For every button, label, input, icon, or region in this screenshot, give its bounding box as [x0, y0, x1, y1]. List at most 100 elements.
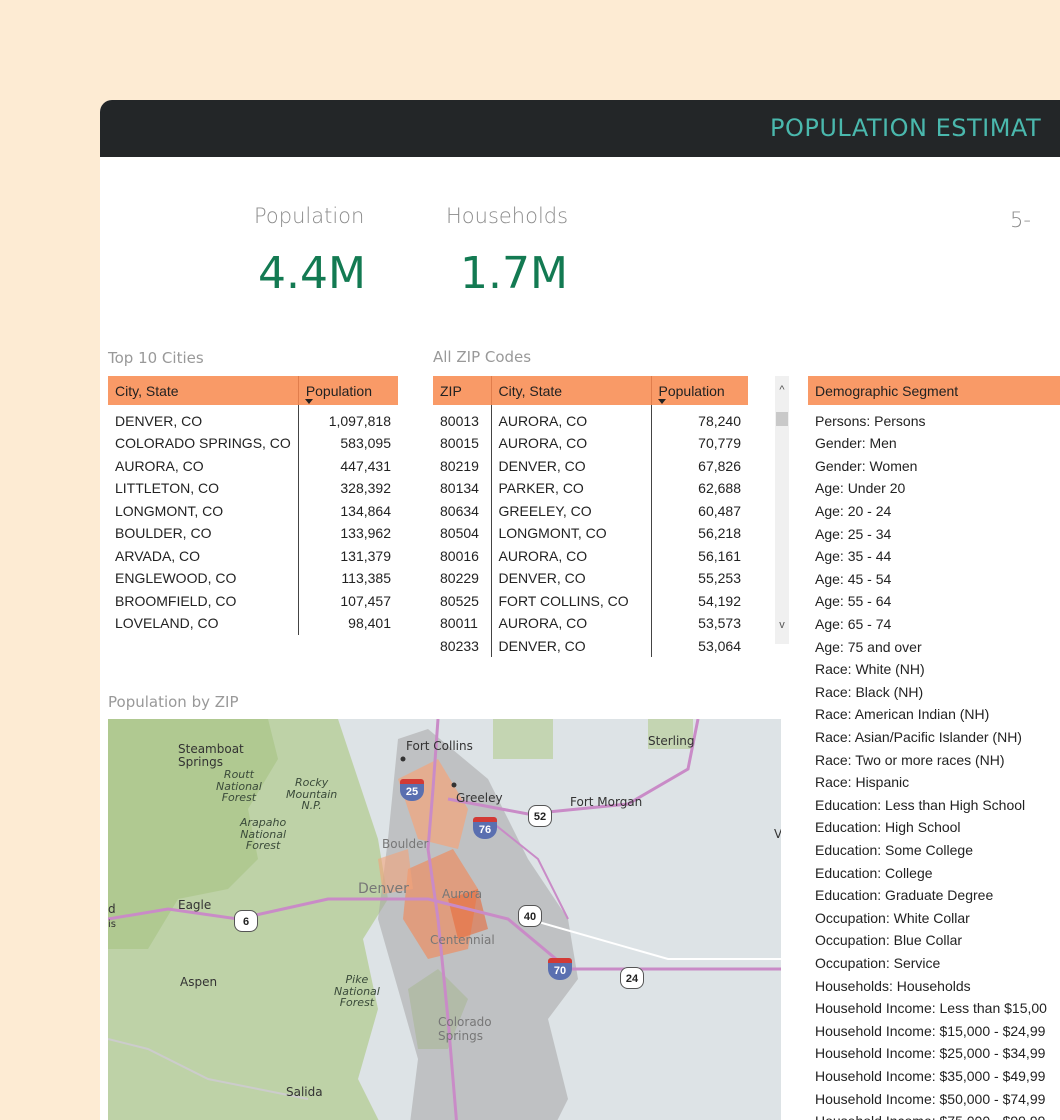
table-cell: Age: 55 - 64: [815, 593, 892, 610]
table-row[interactable]: Race: Black (NH): [808, 681, 1060, 704]
table-cell: Occupation: Blue Collar: [815, 932, 963, 949]
table-cell: Household Income: $50,000 - $74,99: [815, 1090, 1046, 1107]
table-row[interactable]: 80525 FORT COLLINS, CO 54,192: [433, 589, 748, 612]
table-row[interactable]: Persons: Persons: [808, 405, 1060, 432]
table-row[interactable]: LONGMONT, CO 134,864: [108, 499, 398, 522]
table-cell: Education: College: [815, 864, 933, 881]
table-row[interactable]: Household Income: $35,000 - $49,99: [808, 1065, 1060, 1088]
report-title: POPULATION ESTIMAT: [770, 114, 1042, 142]
column-header-city[interactable]: City, State: [491, 376, 652, 405]
column-header-population[interactable]: Population: [298, 376, 398, 405]
table-row[interactable]: Gender: Women: [808, 455, 1060, 478]
scroll-down-icon[interactable]: v: [779, 619, 785, 631]
table-cell: Age: 35 - 44: [815, 548, 892, 565]
table-row[interactable]: Education: High School: [808, 816, 1060, 839]
column-header-zip[interactable]: ZIP: [433, 376, 492, 405]
table-row[interactable]: Households: Households: [808, 974, 1060, 997]
scroll-up-icon[interactable]: ^: [779, 384, 785, 396]
zip-table-scrollbar[interactable]: ^ v: [775, 376, 789, 644]
column-header-population[interactable]: Population: [651, 376, 748, 405]
table-cell: Race: White (NH): [815, 661, 925, 678]
column-header-demographic-segment[interactable]: Demographic Segment: [808, 376, 1060, 405]
map-label-routt-forest: Routt National Forest: [216, 768, 262, 805]
population-map[interactable]: Steamboat Springs Routt National Forest Roc…: [108, 719, 781, 1120]
table-row[interactable]: AURORA, CO 447,431: [108, 454, 398, 477]
table-cell: ARVADA, CO: [108, 544, 299, 567]
zip-codes-title: All ZIP Codes: [433, 348, 532, 366]
table-cell: FORT COLLINS, CO: [491, 589, 652, 612]
table-row[interactable]: Occupation: White Collar: [808, 906, 1060, 929]
table-row[interactable]: 80016 AURORA, CO 56,161: [433, 544, 748, 567]
table-row[interactable]: Occupation: Blue Collar: [808, 929, 1060, 952]
scroll-thumb[interactable]: [776, 412, 788, 426]
table-cell: 447,431: [340, 457, 391, 474]
table-row[interactable]: Household Income: $50,000 - $74,99: [808, 1087, 1060, 1110]
map-label-edge-d: d: [108, 902, 116, 916]
table-row[interactable]: 80134 PARKER, CO 62,688: [433, 477, 748, 500]
table-row[interactable]: Race: Asian/Pacific Islander (NH): [808, 726, 1060, 749]
table-row[interactable]: ARVADA, CO 131,379: [108, 544, 398, 567]
us-40-shield: 40: [518, 905, 542, 927]
table-row[interactable]: Age: 45 - 54: [808, 568, 1060, 591]
table-cell: 1,097,818: [328, 412, 391, 429]
table-cell: 113,385: [341, 570, 391, 587]
table-cell: Gender: Men: [815, 435, 897, 452]
table-row[interactable]: 80011 AURORA, CO 53,573: [433, 612, 748, 635]
table-cell: Household Income: $25,000 - $34,99: [815, 1045, 1046, 1062]
table-row[interactable]: Age: Under 20: [808, 477, 1060, 500]
table-row[interactable]: 80634 GREELEY, CO 60,487: [433, 499, 748, 522]
map-label-rocky-mountain: Rocky Mountain N.P.: [286, 776, 338, 813]
table-cell: 133,962: [340, 525, 391, 542]
table-row[interactable]: 80229 DENVER, CO 55,253: [433, 567, 748, 590]
table-row[interactable]: Age: 65 - 74: [808, 613, 1060, 636]
table-cell: Race: Two or more races (NH): [815, 751, 1005, 768]
table-row[interactable]: Age: 55 - 64: [808, 590, 1060, 613]
table-cell: 70,779: [698, 435, 741, 452]
table-row[interactable]: Household Income: $75,000 - $99,99: [808, 1110, 1060, 1120]
table-row[interactable]: 80504 LONGMONT, CO 56,218: [433, 522, 748, 545]
table-row[interactable]: Household Income: Less than $15,00: [808, 997, 1060, 1020]
table-cell: 80233: [433, 634, 492, 657]
table-row[interactable]: Age: 20 - 24: [808, 500, 1060, 523]
table-row[interactable]: Education: College: [808, 861, 1060, 884]
table-cell: Education: Less than High School: [815, 796, 1026, 813]
table-cell: AURORA, CO: [491, 432, 652, 455]
table-cell: Age: Under 20: [815, 480, 906, 497]
table-cell: 53,064: [698, 637, 741, 654]
table-row[interactable]: COLORADO SPRINGS, CO 583,095: [108, 432, 398, 455]
table-row[interactable]: 80233 DENVER, CO 53,064: [433, 634, 748, 657]
table-row[interactable]: LOVELAND, CO 98,401: [108, 612, 398, 635]
table-row[interactable]: 80013 AURORA, CO 78,240: [433, 405, 748, 432]
table-row[interactable]: 80015 AURORA, CO 70,779: [433, 432, 748, 455]
table-row[interactable]: Age: 25 - 34: [808, 522, 1060, 545]
table-row[interactable]: Gender: Men: [808, 432, 1060, 455]
table-cell: Gender: Women: [815, 457, 918, 474]
table-row[interactable]: Race: White (NH): [808, 658, 1060, 681]
us-52-shield: 52: [528, 805, 552, 827]
table-cell: Age: 45 - 54: [815, 570, 892, 587]
table-row[interactable]: Age: 75 and over: [808, 635, 1060, 658]
table-row[interactable]: Occupation: Service: [808, 952, 1060, 975]
table-row[interactable]: Household Income: $15,000 - $24,99: [808, 1019, 1060, 1042]
table-row[interactable]: Household Income: $25,000 - $34,99: [808, 1042, 1060, 1065]
map-label-colorado-springs: Colorado Springs: [438, 1015, 492, 1044]
table-cell: LONGMONT, CO: [108, 499, 299, 522]
map-label-steamboat-springs: Steamboat Springs: [178, 742, 244, 770]
column-header-city[interactable]: City, State: [108, 376, 299, 405]
table-row[interactable]: Race: American Indian (NH): [808, 703, 1060, 726]
table-row[interactable]: Race: Two or more races (NH): [808, 748, 1060, 771]
table-row[interactable]: ENGLEWOOD, CO 113,385: [108, 567, 398, 590]
table-cell: 54,192: [698, 592, 741, 609]
table-row[interactable]: Education: Graduate Degree: [808, 884, 1060, 907]
table-row[interactable]: Education: Less than High School: [808, 794, 1060, 817]
table-row[interactable]: BOULDER, CO 133,962: [108, 522, 398, 545]
table-row[interactable]: Education: Some College: [808, 839, 1060, 862]
table-row[interactable]: DENVER, CO 1,097,818: [108, 405, 398, 432]
table-row[interactable]: BROOMFIELD, CO 107,457: [108, 589, 398, 612]
table-row[interactable]: 80219 DENVER, CO 67,826: [433, 454, 748, 477]
map-label-centennial: Centennial: [430, 933, 495, 947]
table-row[interactable]: Race: Hispanic: [808, 771, 1060, 794]
table-row[interactable]: LITTLETON, CO 328,392: [108, 477, 398, 500]
table-cell: Education: High School: [815, 819, 961, 836]
table-row[interactable]: Age: 35 - 44: [808, 545, 1060, 568]
